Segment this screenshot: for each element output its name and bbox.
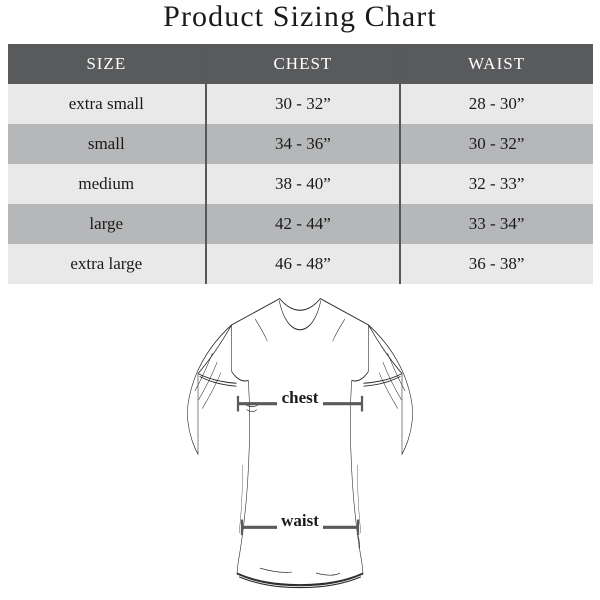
svg-text:waist: waist — [281, 511, 319, 530]
svg-text:chest: chest — [282, 388, 319, 407]
